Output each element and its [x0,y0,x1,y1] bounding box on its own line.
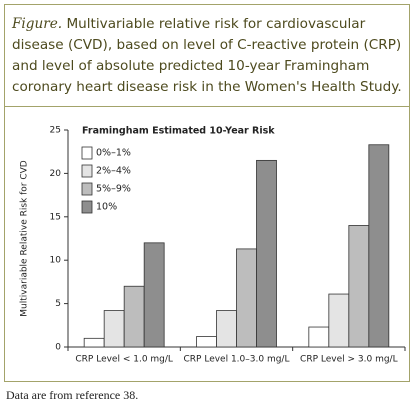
bar [83,337,105,348]
note: Data are from reference 38. [6,388,139,402]
y-axis-label: Multivariable Relative Risk for CVD [20,160,30,317]
figure-caption: Figure. Multivariable relative risk for … [12,14,404,98]
legend-title: Framingham Estimated 10-Year Risk [82,126,275,137]
bar [143,242,165,348]
bar [328,293,350,348]
legend-label: 2%–4% [96,166,131,177]
legend-swatch [81,200,93,214]
separator [4,106,410,107]
figure-frame [4,4,410,382]
legend-label: 0%–1% [96,148,131,159]
chart: 0 5 10 15 20 25 Multivariable Relative Risk fo… [20,126,406,365]
bar [196,336,217,348]
x-tick-label: CRP Level > 3.0 mg/L [300,355,398,365]
bar [216,310,237,348]
y-tick-label: 25 [50,126,61,136]
bar [103,310,125,348]
y-tick-label: 5 [55,299,61,309]
bar [123,285,145,348]
y-tick-label: 20 [50,169,62,179]
legend-label: 10% [96,202,117,213]
bar [368,144,390,348]
y-tick-label: 15 [50,212,61,222]
bar [308,326,330,348]
caption-label: Figure. [12,16,63,32]
bar [348,225,370,348]
bar [236,248,257,348]
legend-swatch [81,146,93,160]
x-tick-label: CRP Level 1.0–3.0 mg/L [184,355,290,365]
x-tick-label: CRP Level < 1.0 mg/L [75,355,173,365]
y-tick-label: 10 [50,256,62,266]
y-tick-label: 0 [55,343,61,353]
bar [256,159,277,348]
legend-label: 5%–9% [96,184,131,195]
chart-title: Multivariable relative risk for cardiova… [12,16,402,95]
legend-swatch [81,164,93,178]
legend-swatch [81,182,93,196]
